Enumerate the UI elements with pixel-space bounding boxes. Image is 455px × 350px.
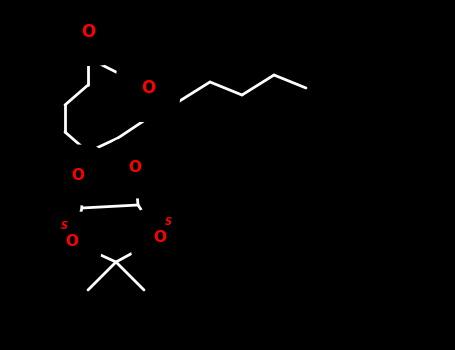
Text: S: S xyxy=(61,221,67,231)
Text: O: O xyxy=(141,79,155,97)
Text: O: O xyxy=(71,168,85,182)
Text: O: O xyxy=(66,234,79,250)
Text: O: O xyxy=(81,23,95,41)
Text: O: O xyxy=(153,231,167,245)
Text: S: S xyxy=(165,217,172,227)
Text: O: O xyxy=(128,161,142,175)
